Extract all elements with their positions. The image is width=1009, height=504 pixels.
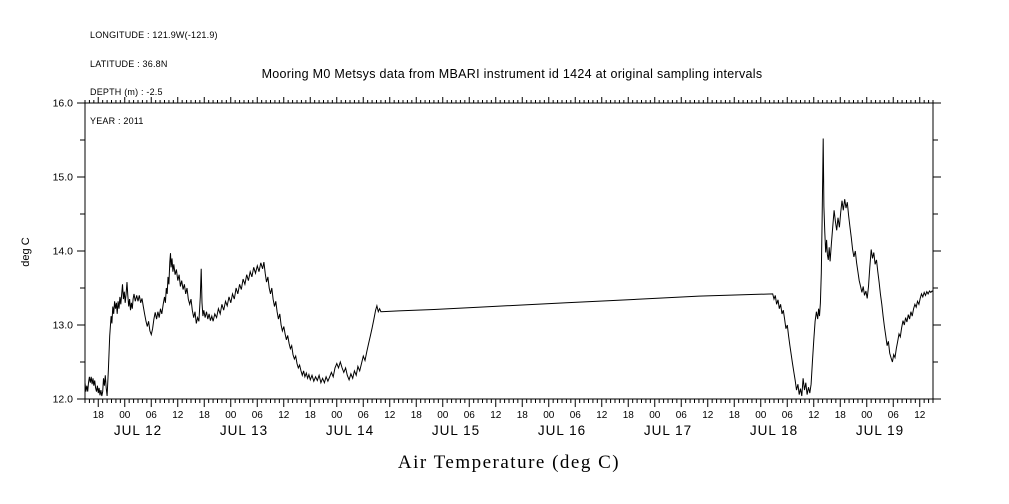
svg-text:15.0: 15.0 bbox=[53, 172, 74, 184]
svg-text:18: 18 bbox=[411, 410, 423, 421]
svg-text:JUL 17: JUL 17 bbox=[644, 423, 692, 438]
svg-text:12.0: 12.0 bbox=[53, 394, 74, 406]
svg-text:06: 06 bbox=[358, 410, 370, 421]
svg-text:18: 18 bbox=[835, 410, 847, 421]
svg-text:18: 18 bbox=[623, 410, 635, 421]
svg-text:JUL 12: JUL 12 bbox=[114, 423, 162, 438]
svg-text:00: 00 bbox=[755, 410, 767, 421]
svg-text:12: 12 bbox=[808, 410, 820, 421]
svg-text:00: 00 bbox=[331, 410, 343, 421]
svg-text:JUL 14: JUL 14 bbox=[326, 423, 374, 438]
svg-text:00: 00 bbox=[119, 410, 131, 421]
svg-text:06: 06 bbox=[570, 410, 582, 421]
svg-text:18: 18 bbox=[93, 410, 105, 421]
svg-text:12: 12 bbox=[702, 410, 714, 421]
svg-text:JUL 16: JUL 16 bbox=[538, 423, 586, 438]
svg-text:14.0: 14.0 bbox=[53, 246, 74, 258]
svg-text:00: 00 bbox=[861, 410, 873, 421]
svg-text:12: 12 bbox=[384, 410, 396, 421]
svg-text:18: 18 bbox=[517, 410, 529, 421]
svg-text:18: 18 bbox=[305, 410, 317, 421]
metadata-depth: DEPTH (m) : -2.5 bbox=[90, 87, 163, 97]
svg-text:00: 00 bbox=[649, 410, 661, 421]
svg-text:06: 06 bbox=[676, 410, 688, 421]
metadata-latitude: LATITUDE : 36.8N bbox=[90, 58, 168, 69]
svg-text:06: 06 bbox=[252, 410, 264, 421]
svg-text:JUL 19: JUL 19 bbox=[856, 423, 904, 438]
svg-text:JUL 18: JUL 18 bbox=[750, 423, 798, 438]
metadata-year: YEAR : 2011 bbox=[90, 115, 144, 126]
y-axis-label: deg C bbox=[20, 237, 32, 267]
svg-text:12: 12 bbox=[172, 410, 184, 421]
svg-text:06: 06 bbox=[464, 410, 476, 421]
svg-text:00: 00 bbox=[437, 410, 449, 421]
svg-text:06: 06 bbox=[146, 410, 158, 421]
svg-text:13.0: 13.0 bbox=[53, 320, 74, 332]
svg-text:00: 00 bbox=[225, 410, 237, 421]
svg-text:18: 18 bbox=[199, 410, 211, 421]
metadata-longitude: LONGITUDE : 121.9W(-121.9) bbox=[90, 30, 218, 40]
svg-text:00: 00 bbox=[543, 410, 555, 421]
svg-text:16.0: 16.0 bbox=[53, 98, 74, 110]
svg-text:12: 12 bbox=[596, 410, 608, 421]
chart-caption: Air Temperature (deg C) bbox=[397, 452, 621, 473]
svg-text:JUL 15: JUL 15 bbox=[432, 423, 480, 438]
svg-text:12: 12 bbox=[278, 410, 290, 421]
svg-text:12: 12 bbox=[914, 410, 926, 421]
svg-text:JUL 13: JUL 13 bbox=[220, 423, 268, 438]
svg-text:06: 06 bbox=[888, 410, 900, 421]
svg-text:18: 18 bbox=[729, 410, 741, 421]
station-metadata: LONGITUDE : 121.9W(-121.9) LATITUDE : 36… bbox=[90, 12, 218, 145]
svg-text:06: 06 bbox=[782, 410, 794, 421]
chart-title: Mooring M0 Metsys data from MBARI instru… bbox=[261, 67, 763, 81]
svg-text:12: 12 bbox=[490, 410, 502, 421]
